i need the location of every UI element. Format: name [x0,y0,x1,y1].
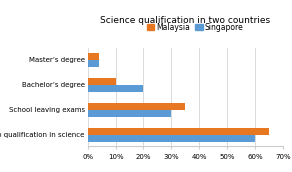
Title: Science qualification in two countries: Science qualification in two countries [100,16,270,25]
Bar [88,110,171,117]
Bar [88,60,99,67]
Legend: Malaysia, Singapore: Malaysia, Singapore [147,23,244,32]
Bar [88,128,269,135]
Bar [88,85,143,92]
Bar [88,78,116,85]
Bar [88,53,99,60]
Bar [88,103,185,110]
Bar [88,135,255,142]
